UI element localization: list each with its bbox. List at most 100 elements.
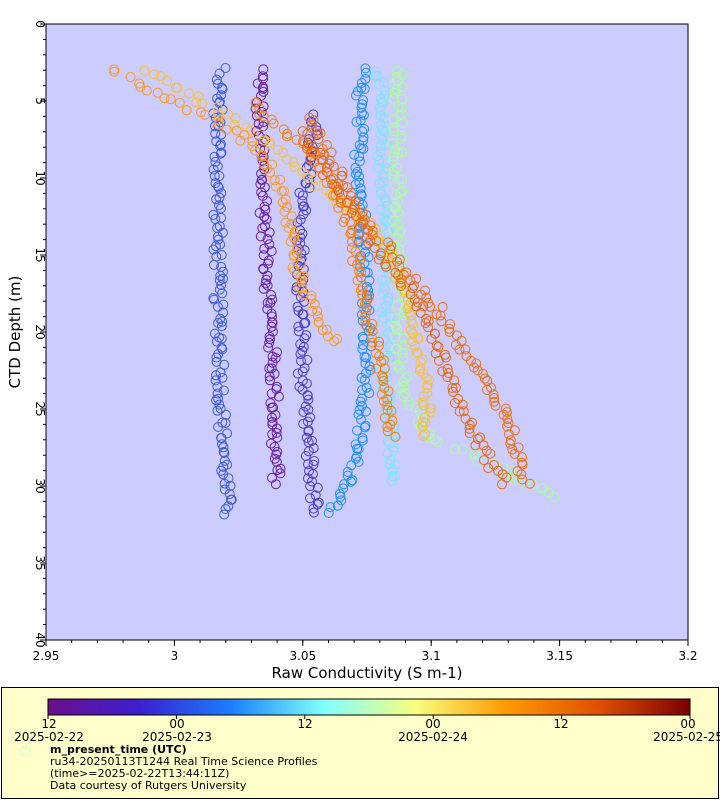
data-point bbox=[165, 94, 176, 105]
data-point bbox=[389, 88, 400, 98]
data-point bbox=[358, 217, 368, 227]
data-point bbox=[215, 239, 226, 250]
data-point bbox=[390, 144, 401, 155]
data-point bbox=[295, 349, 306, 359]
data-point bbox=[519, 477, 529, 487]
data-point bbox=[390, 201, 401, 212]
data-point bbox=[369, 70, 380, 81]
data-point bbox=[376, 307, 387, 318]
data-point bbox=[298, 406, 309, 417]
data-point bbox=[299, 318, 310, 329]
data-point bbox=[308, 507, 319, 518]
data-point bbox=[422, 382, 432, 393]
data-point bbox=[265, 139, 276, 150]
data-point bbox=[315, 147, 326, 158]
data-point bbox=[342, 466, 353, 477]
data-point bbox=[360, 63, 371, 74]
data-point bbox=[219, 478, 230, 489]
data-point bbox=[358, 132, 369, 143]
data-point bbox=[109, 66, 120, 77]
data-point bbox=[354, 404, 365, 415]
data-point bbox=[379, 90, 390, 101]
data-point bbox=[212, 405, 223, 416]
data-point bbox=[213, 422, 224, 432]
data-point bbox=[345, 217, 356, 227]
data-point bbox=[307, 306, 318, 316]
data-point bbox=[393, 196, 404, 207]
data-point bbox=[191, 97, 202, 108]
data-point bbox=[483, 463, 494, 474]
data-point bbox=[366, 332, 377, 343]
data-point bbox=[431, 340, 442, 351]
data-point bbox=[356, 102, 367, 113]
data-point bbox=[347, 475, 358, 486]
data-point bbox=[356, 372, 367, 383]
data-point bbox=[382, 422, 393, 432]
data-point bbox=[396, 281, 406, 291]
data-point bbox=[280, 217, 291, 228]
data-point bbox=[356, 78, 367, 88]
data-point bbox=[269, 175, 280, 186]
data-point bbox=[378, 77, 389, 88]
data-point bbox=[219, 448, 230, 458]
data-point bbox=[298, 271, 309, 282]
data-point bbox=[378, 313, 389, 324]
chart: 2.95 3 3.05 3.1 3.15 3.2 0 5 10 15 20 25 30 35 40 Raw… bbox=[6, 20, 698, 682]
data-point bbox=[275, 468, 286, 479]
data-point bbox=[363, 225, 374, 236]
data-point bbox=[306, 119, 317, 130]
data-point bbox=[385, 311, 395, 322]
data-point bbox=[291, 285, 302, 296]
data-point bbox=[301, 170, 312, 181]
data-point bbox=[351, 90, 361, 101]
data-point bbox=[479, 373, 490, 384]
data-point bbox=[308, 115, 319, 126]
data-point bbox=[272, 144, 283, 155]
data-point bbox=[323, 508, 334, 518]
data-point bbox=[356, 108, 367, 118]
data-point bbox=[354, 151, 365, 162]
data-point bbox=[383, 237, 394, 248]
data-point bbox=[395, 226, 406, 237]
data-point bbox=[359, 124, 370, 134]
data-point bbox=[386, 405, 397, 416]
data-point bbox=[407, 328, 418, 339]
data-point bbox=[303, 394, 314, 405]
data-point bbox=[152, 87, 163, 98]
data-point bbox=[215, 148, 226, 159]
data-point bbox=[396, 274, 407, 285]
data-point bbox=[358, 339, 368, 350]
data-point bbox=[247, 136, 258, 147]
data-point bbox=[261, 274, 272, 285]
data-point bbox=[312, 311, 323, 322]
data-point bbox=[449, 398, 460, 408]
colorbar-tick-label: 12 bbox=[553, 717, 569, 731]
data-point bbox=[377, 125, 388, 135]
data-point bbox=[252, 78, 263, 89]
legend-constraint: (time>=2025-02-22T13:44:11Z) bbox=[50, 767, 230, 780]
data-point bbox=[384, 352, 395, 363]
data-point bbox=[226, 494, 237, 505]
data-point bbox=[417, 354, 428, 365]
data-point bbox=[359, 375, 370, 385]
data-point bbox=[271, 427, 282, 438]
data-point bbox=[391, 72, 402, 82]
data-point bbox=[264, 137, 275, 148]
data-point bbox=[388, 151, 399, 162]
data-point bbox=[425, 403, 436, 414]
data-point bbox=[336, 495, 347, 506]
data-point bbox=[355, 262, 366, 272]
data-point bbox=[353, 444, 364, 455]
data-point bbox=[375, 130, 386, 141]
data-point bbox=[296, 275, 307, 286]
data-point bbox=[549, 492, 560, 503]
data-point bbox=[376, 356, 387, 367]
x-axis-label: Raw Conductivity (S m-1) bbox=[272, 664, 463, 682]
colorbar-tick-label: 00 bbox=[425, 717, 441, 731]
data-point bbox=[181, 105, 192, 116]
data-point bbox=[516, 469, 527, 480]
data-point bbox=[424, 374, 435, 385]
data-point bbox=[378, 355, 389, 366]
data-point bbox=[321, 324, 332, 335]
data-point bbox=[135, 82, 146, 92]
